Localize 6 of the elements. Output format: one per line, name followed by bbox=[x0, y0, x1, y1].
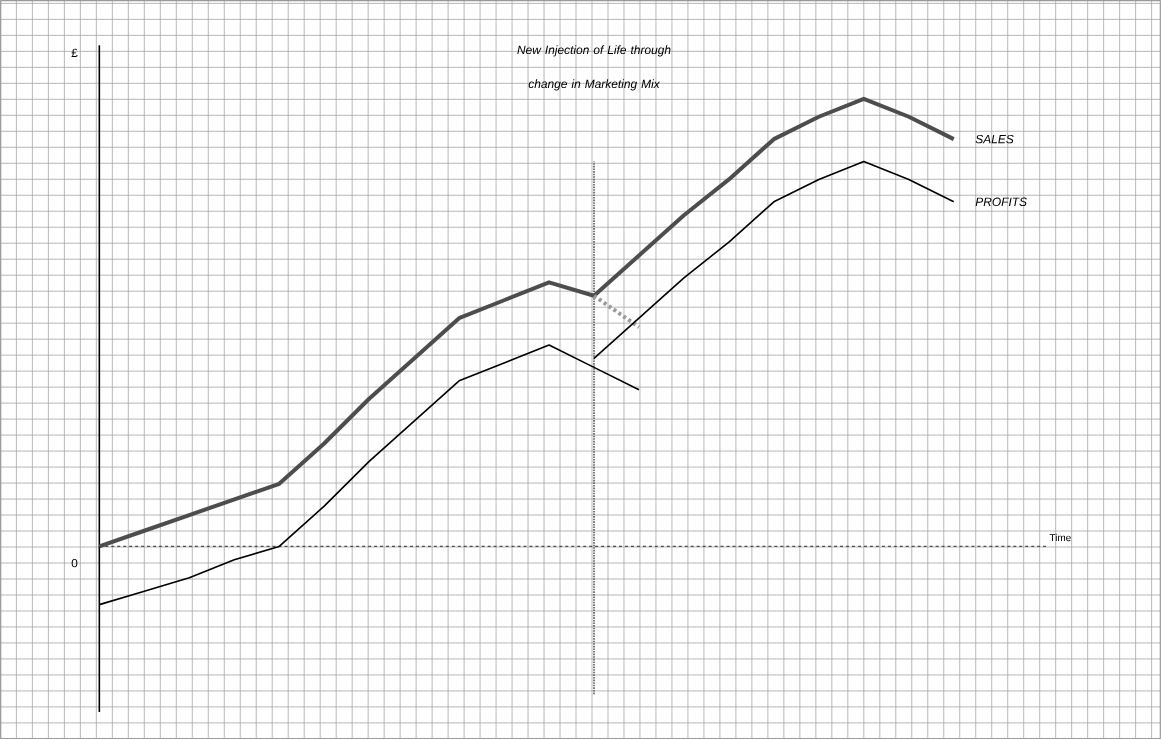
ref-line-label: Time bbox=[1049, 533, 1071, 541]
text: New Injection of Life through change in Marketing Mix bbox=[517, 45, 671, 91]
y-axis-title: £ bbox=[71, 48, 78, 57]
annotation: 0 bbox=[71, 558, 78, 568]
series-label: PROFITS bbox=[975, 197, 1027, 206]
series-label: SALES bbox=[975, 134, 1014, 144]
